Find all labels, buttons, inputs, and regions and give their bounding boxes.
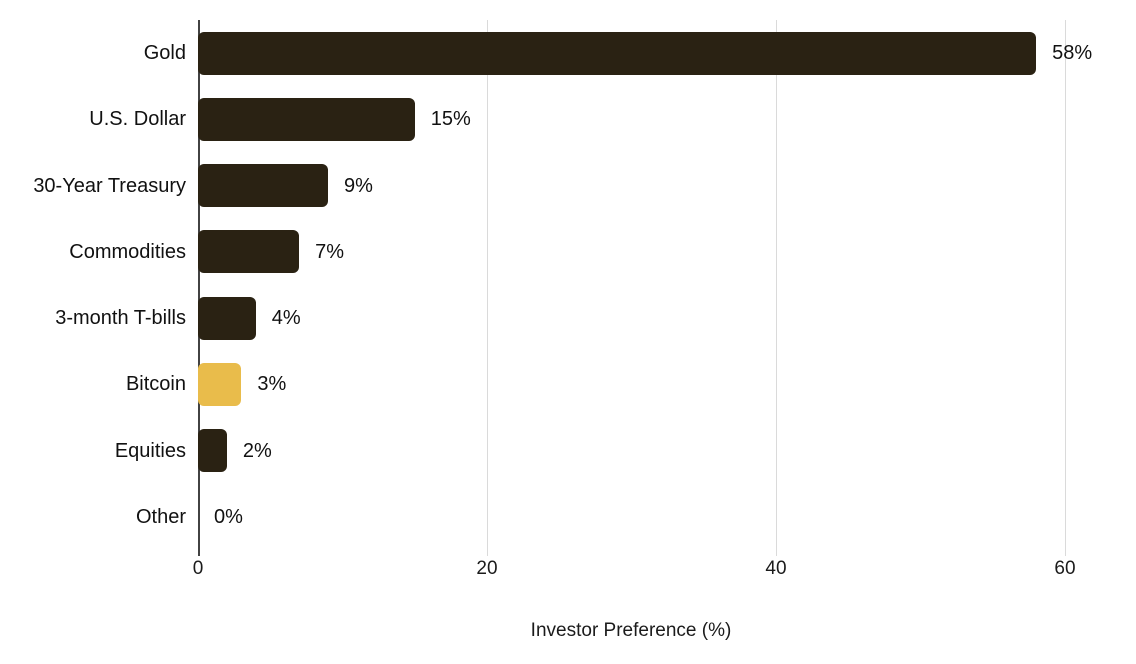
value-label-gold: 58%: [1052, 42, 1093, 65]
value-label-commodities: 7%: [315, 240, 345, 263]
x-tick-20: [487, 550, 488, 556]
x-tick-label-40: 40: [765, 558, 787, 579]
gridline-60: [1065, 20, 1066, 550]
x-tick-40: [776, 550, 777, 556]
category-label-gold: Gold: [143, 42, 186, 65]
x-tick-label-20: 20: [476, 558, 498, 579]
y-axis-baseline: [198, 20, 200, 556]
bar-3-month-t-bills: [198, 296, 256, 340]
bar-30-year-treasury: [198, 164, 329, 208]
gridline-40: [776, 20, 777, 550]
category-label-3-month-t-bills: 3-month T-bills: [55, 307, 186, 330]
category-label-30-year-treasury: 30-Year Treasury: [33, 174, 186, 197]
bar-equities: [198, 429, 227, 473]
bar-u-s-dollar: [198, 97, 415, 141]
value-label-equities: 2%: [242, 439, 272, 462]
bar-commodities: [198, 230, 300, 274]
bar-bitcoin: [198, 362, 242, 406]
category-label-equities: Equities: [114, 439, 186, 462]
x-tick-60: [1065, 550, 1066, 556]
value-label-3-month-t-bills: 4%: [271, 307, 301, 330]
category-label-commodities: Commodities: [69, 240, 186, 263]
value-label-bitcoin: 3%: [257, 373, 287, 396]
x-tick-label-60: 60: [1054, 558, 1076, 579]
value-label-other: 0%: [214, 505, 243, 528]
category-label-other: Other: [135, 505, 186, 528]
value-label-u-s-dollar: 15%: [430, 108, 471, 131]
category-label-bitcoin: Bitcoin: [125, 373, 186, 396]
x-tick-label-0: 0: [192, 558, 204, 579]
bar-gold: [198, 31, 1037, 75]
category-label-u-s-dollar: U.S. Dollar: [89, 108, 186, 131]
x-axis-title: Investor Preference (%): [530, 620, 732, 641]
gridline-20: [487, 20, 488, 550]
value-label-30-year-treasury: 9%: [344, 174, 373, 197]
